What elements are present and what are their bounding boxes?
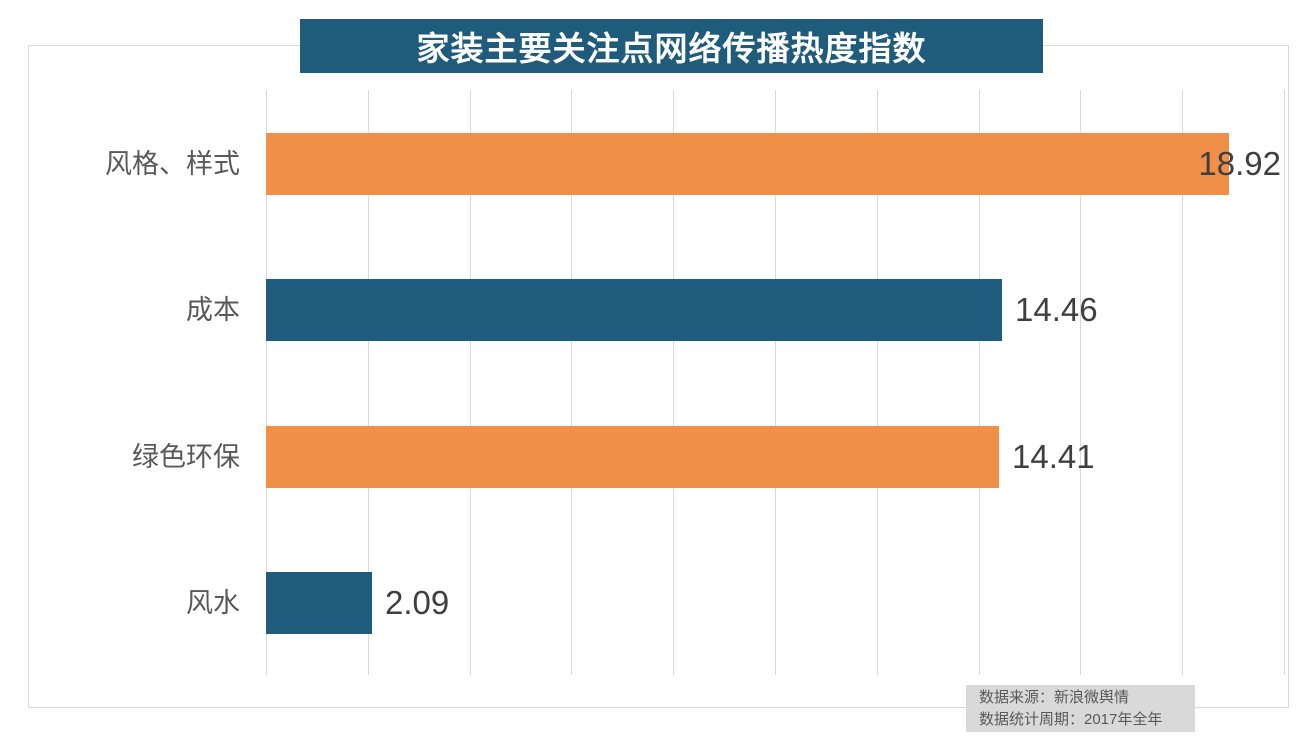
category-label: 风水 (186, 588, 240, 618)
bar-风格、样式 (266, 133, 1229, 195)
gridline (1080, 90, 1081, 675)
category-label: 绿色环保 (132, 442, 240, 472)
gridline (571, 90, 572, 675)
value-label: 2.09 (385, 584, 450, 621)
gridline (266, 90, 267, 675)
gridline (470, 90, 471, 675)
bar-绿色环保 (266, 426, 999, 488)
bar-成本 (266, 279, 1002, 341)
source-note: 数据来源：新浪微舆情 数据统计周期：2017年全年 (966, 685, 1195, 732)
bar-风水 (266, 572, 372, 634)
gridline (877, 90, 878, 675)
gridline (979, 90, 980, 675)
gridline (775, 90, 776, 675)
chart-title-banner: 家装主要关注点网络传播热度指数 (300, 19, 1043, 73)
chart-title: 家装主要关注点网络传播热度指数 (416, 30, 927, 67)
gridline (673, 90, 674, 675)
gridline (368, 90, 369, 675)
gridline (1182, 90, 1183, 675)
value-label: 14.46 (1015, 291, 1098, 328)
value-label: 14.41 (1012, 438, 1095, 475)
value-label: 18.92 (1198, 145, 1281, 182)
gridline (1284, 90, 1285, 675)
source-note-line2: 数据统计周期：2017年全年 (979, 711, 1163, 728)
category-label: 成本 (186, 295, 240, 325)
source-note-line1: 数据来源：新浪微舆情 (979, 689, 1130, 706)
category-label: 风格、样式 (105, 149, 240, 179)
